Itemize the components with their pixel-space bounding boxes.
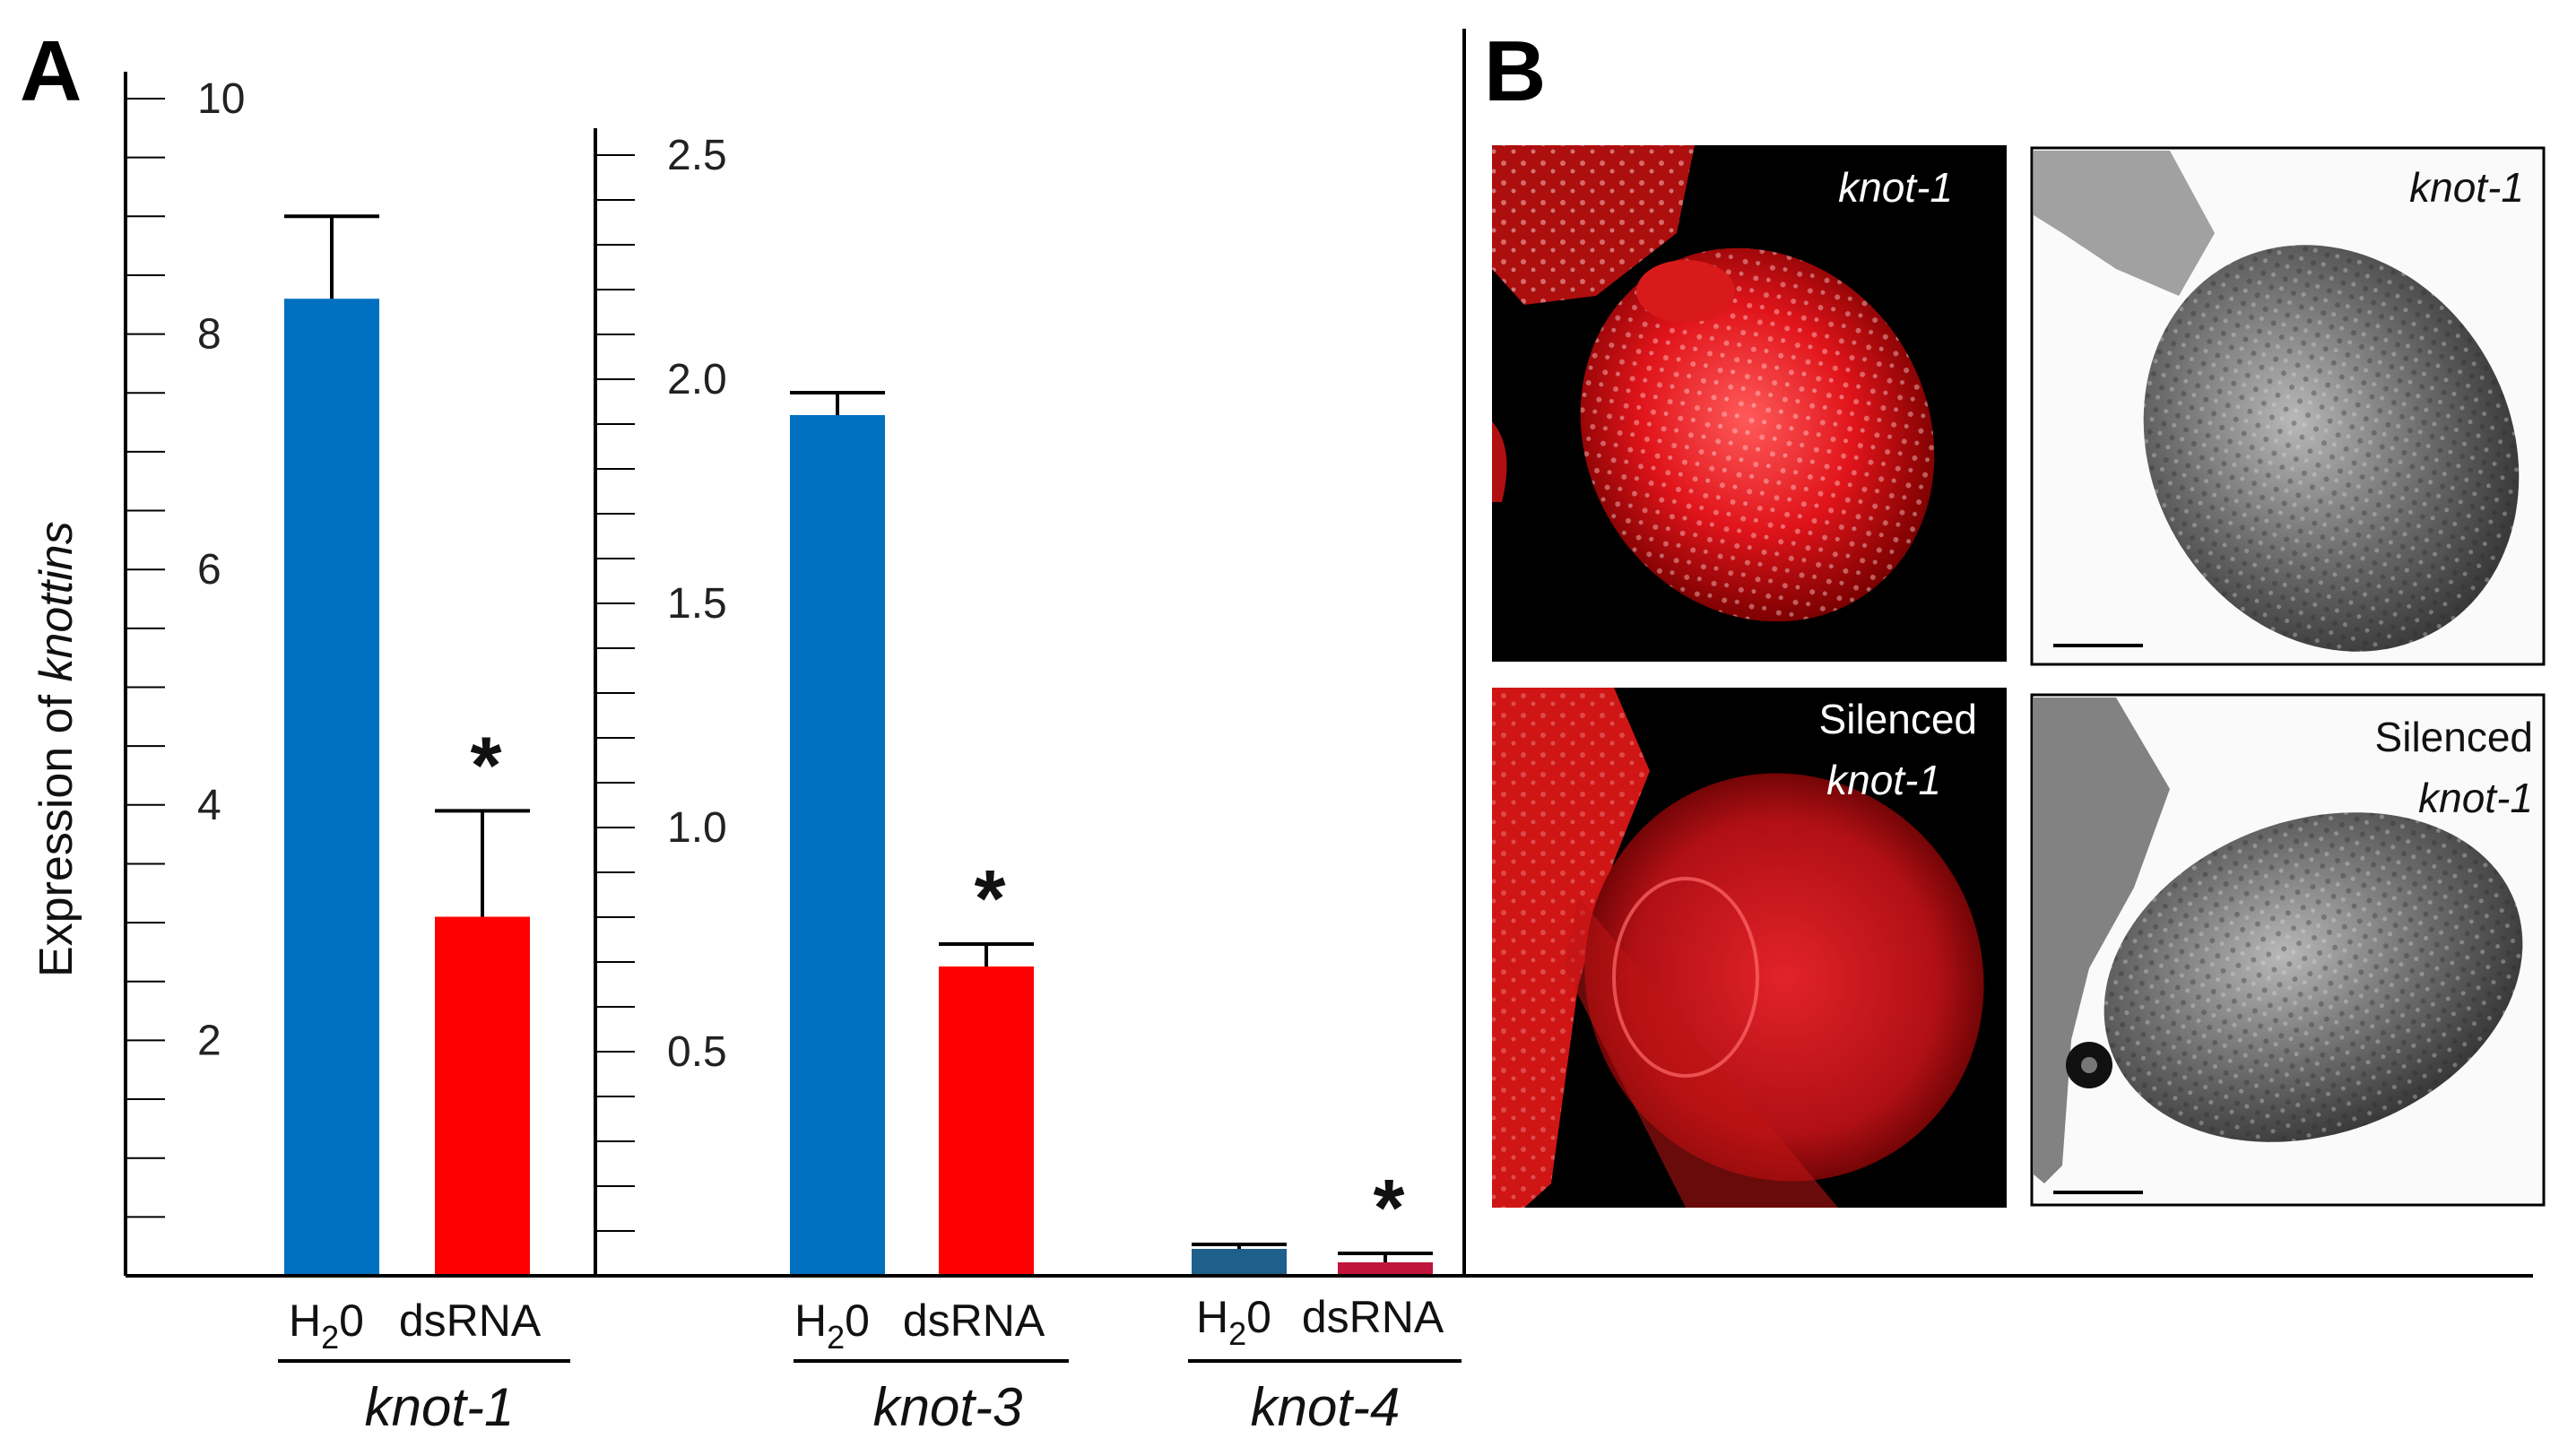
image-label: knot-1 xyxy=(2418,775,2533,821)
chart-knot-3-knot-4: 0.5 1.0 1.5 2.0 2.5 * H20 dsRNA knot-3 * H20 dsRNA k… xyxy=(594,128,1462,1437)
panel-b-letter: B xyxy=(1484,23,1546,119)
bar xyxy=(939,966,1034,1276)
y-tick-label: 4 xyxy=(197,782,221,829)
bar xyxy=(435,916,530,1276)
panel-a-letter: A xyxy=(20,23,82,119)
y-tick-label: 6 xyxy=(197,546,221,594)
chart-knot-1: 2 4 6 8 10 * H20 dsRNA knot-1 xyxy=(124,72,570,1437)
significance-marker: * xyxy=(470,721,501,810)
bar-group-knot-3: * H20 dsRNA knot-3 xyxy=(790,391,1069,1437)
y-tick-label: 2.5 xyxy=(667,132,727,179)
image-label: knot-1 xyxy=(1826,757,1941,803)
image-label: Silenced xyxy=(1819,696,1977,742)
bar-group-knot-4: * H20 dsRNA knot-4 xyxy=(1188,1164,1462,1437)
significance-marker: * xyxy=(974,854,1005,944)
image-silenced-knot-1-fluorescence: Silenced knot-1 xyxy=(1492,688,2007,1208)
y-axis-label: Expression of knottins xyxy=(30,521,82,977)
y-tick-label: 1.0 xyxy=(667,804,727,852)
image-knot-1-brightfield: knot-1 xyxy=(2030,146,2546,666)
category-label: H20 xyxy=(1196,1292,1271,1352)
bar xyxy=(790,415,885,1276)
category-label: dsRNA xyxy=(903,1296,1045,1346)
image-label: Silenced xyxy=(2375,714,2533,760)
y-tick-label: 10 xyxy=(197,75,245,123)
category-label: H20 xyxy=(289,1296,364,1356)
bar xyxy=(1338,1262,1433,1276)
gene-label: knot-4 xyxy=(1251,1377,1401,1437)
gene-label: knot-1 xyxy=(365,1377,515,1437)
bar xyxy=(1192,1249,1287,1276)
image-label: knot-1 xyxy=(2409,164,2524,211)
y-tick-label: 0.5 xyxy=(667,1028,727,1076)
category-label: dsRNA xyxy=(1302,1292,1444,1342)
y-tick-label: 2.0 xyxy=(667,356,727,403)
y-tick-label: 8 xyxy=(197,311,221,359)
gene-label: knot-3 xyxy=(873,1377,1023,1437)
image-silenced-knot-1-brightfield: Silenced knot-1 xyxy=(2030,693,2546,1207)
y-tick-label: 1.5 xyxy=(667,580,727,628)
y-tick-label: 2 xyxy=(197,1017,221,1064)
image-label: knot-1 xyxy=(1838,164,1953,211)
category-label: dsRNA xyxy=(399,1296,542,1346)
bar xyxy=(284,299,379,1277)
significance-marker: * xyxy=(1373,1164,1404,1253)
category-label: H20 xyxy=(794,1296,870,1356)
image-knot-1-fluorescence: knot-1 xyxy=(1492,145,2007,662)
